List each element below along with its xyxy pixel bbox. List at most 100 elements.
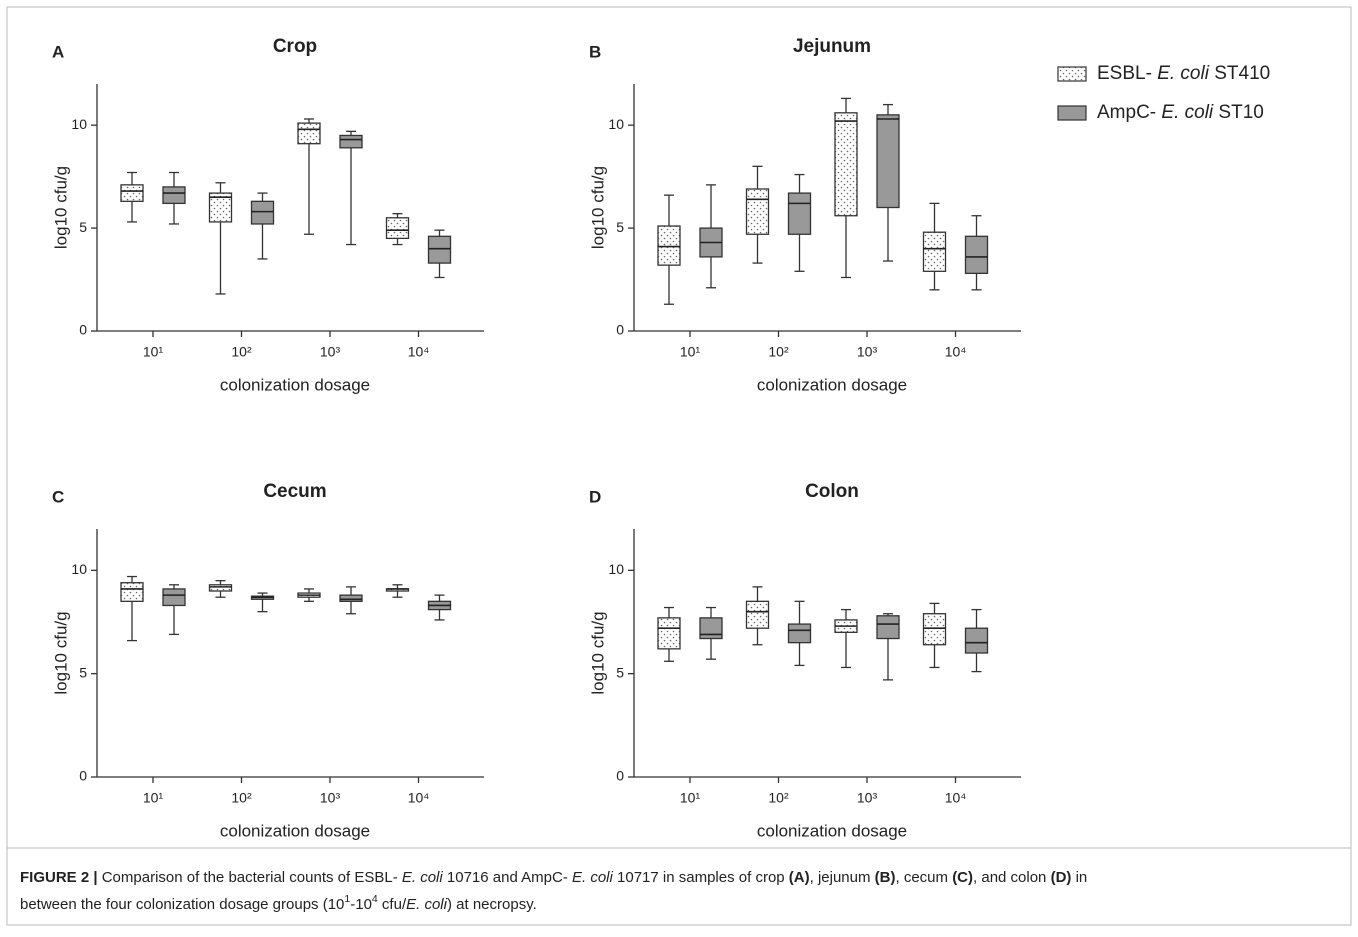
text-run: cfu/ bbox=[378, 896, 407, 913]
panel-letter: C bbox=[52, 487, 64, 506]
panel-title: Colon bbox=[805, 481, 859, 502]
panel-title: Crop bbox=[273, 36, 317, 57]
text-run: E. coli bbox=[1157, 63, 1210, 84]
x-tick-label: 10³ bbox=[857, 790, 878, 806]
text-run: , and colon bbox=[973, 869, 1051, 886]
x-tick-label: 10⁴ bbox=[408, 344, 430, 360]
rich-text: between the four colonization dosage gro… bbox=[20, 893, 537, 913]
text-run: (D) bbox=[1051, 869, 1072, 886]
text-run: 10716 and AmpC- bbox=[443, 869, 572, 886]
box bbox=[250, 200, 275, 225]
y-axis-label: log10 cfu/g bbox=[588, 166, 607, 249]
legend-swatch bbox=[1057, 66, 1087, 82]
text-run: -10 bbox=[350, 896, 372, 913]
box bbox=[208, 192, 233, 223]
box bbox=[964, 235, 989, 275]
text-run: ST10 bbox=[1213, 102, 1264, 123]
box bbox=[162, 186, 186, 205]
text-run: , jejunum bbox=[810, 869, 875, 886]
legend-swatch bbox=[1057, 105, 1087, 121]
text-run: E. coli bbox=[572, 869, 614, 886]
panel-letter: B bbox=[589, 42, 601, 61]
x-tick-label: 10¹ bbox=[143, 344, 164, 360]
text-run: ESBL- bbox=[1097, 63, 1157, 84]
x-axis-label: colonization dosage bbox=[220, 375, 370, 394]
y-tick-label: 0 bbox=[79, 768, 87, 784]
text-run: E. coli bbox=[1161, 102, 1214, 123]
y-tick-label: 5 bbox=[616, 664, 624, 680]
y-tick-label: 0 bbox=[616, 322, 624, 338]
box bbox=[162, 588, 186, 607]
box bbox=[120, 582, 144, 602]
box bbox=[385, 217, 410, 240]
x-tick-label: 10³ bbox=[857, 344, 878, 360]
y-tick-label: 0 bbox=[79, 322, 87, 338]
rich-text: FIGURE 2 | Comparison of the bacterial c… bbox=[20, 869, 1087, 886]
text-run: 1 bbox=[344, 893, 350, 905]
y-tick-label: 10 bbox=[71, 561, 87, 577]
y-tick-label: 10 bbox=[608, 116, 624, 132]
text-run: 10717 in samples of crop bbox=[613, 869, 789, 886]
y-tick-label: 10 bbox=[608, 561, 624, 577]
x-tick-label: 10² bbox=[768, 790, 789, 806]
box bbox=[787, 192, 812, 235]
text-run: between the four colonization dosage gro… bbox=[20, 896, 344, 913]
x-tick-label: 10² bbox=[231, 790, 252, 806]
box bbox=[745, 600, 770, 629]
box bbox=[834, 112, 858, 217]
box bbox=[745, 188, 770, 235]
y-axis-label: log10 cfu/g bbox=[51, 166, 70, 249]
x-axis-label: colonization dosage bbox=[757, 375, 907, 394]
box bbox=[339, 594, 363, 602]
y-tick-label: 5 bbox=[79, 219, 87, 235]
text-run: (A) bbox=[789, 869, 810, 886]
x-tick-label: 10¹ bbox=[680, 344, 701, 360]
x-tick-label: 10³ bbox=[320, 344, 341, 360]
x-tick-label: 10⁴ bbox=[408, 790, 430, 806]
y-tick-label: 5 bbox=[79, 664, 87, 680]
x-axis-label: colonization dosage bbox=[757, 821, 907, 840]
box bbox=[339, 134, 363, 149]
box bbox=[120, 184, 144, 202]
x-tick-label: 10⁴ bbox=[945, 344, 967, 360]
box bbox=[876, 114, 900, 209]
panel-title: Cecum bbox=[263, 481, 326, 502]
text-run: 4 bbox=[372, 893, 378, 905]
y-tick-label: 0 bbox=[616, 768, 624, 784]
y-axis-label: log10 cfu/g bbox=[51, 611, 70, 694]
x-tick-label: 10³ bbox=[320, 790, 341, 806]
text-run: in bbox=[1071, 869, 1087, 886]
box bbox=[787, 623, 812, 644]
box bbox=[876, 615, 900, 640]
legend-label: AmpC- E. coli ST10 bbox=[1097, 102, 1264, 123]
legend-label: ESBL- E. coli ST410 bbox=[1097, 63, 1270, 84]
text-run: ) at necropsy. bbox=[447, 896, 537, 913]
box bbox=[208, 584, 233, 592]
box bbox=[922, 231, 947, 272]
box bbox=[657, 225, 681, 266]
x-tick-label: 10⁴ bbox=[945, 790, 967, 806]
text-run: (C) bbox=[952, 869, 973, 886]
x-tick-label: 10² bbox=[768, 344, 789, 360]
text-run: AmpC- bbox=[1097, 102, 1161, 123]
x-axis-label: colonization dosage bbox=[220, 821, 370, 840]
box bbox=[922, 613, 947, 646]
y-tick-label: 5 bbox=[616, 219, 624, 235]
x-tick-label: 10¹ bbox=[680, 790, 701, 806]
y-axis-label: log10 cfu/g bbox=[588, 611, 607, 694]
text-run: (B) bbox=[875, 869, 896, 886]
box bbox=[657, 617, 681, 650]
panel-letter: A bbox=[52, 42, 64, 61]
box bbox=[427, 235, 452, 264]
text-run: FIGURE 2 | bbox=[20, 869, 98, 886]
box bbox=[297, 122, 321, 145]
text-run: ST410 bbox=[1209, 63, 1270, 84]
text-run: E. coli bbox=[406, 896, 448, 913]
x-tick-label: 10¹ bbox=[143, 790, 164, 806]
y-tick-label: 10 bbox=[71, 116, 87, 132]
box bbox=[699, 617, 723, 640]
text-run: Comparison of the bacterial counts of ES… bbox=[98, 869, 402, 886]
text-run: , cecum bbox=[896, 869, 953, 886]
panel-title: Jejunum bbox=[793, 36, 871, 57]
